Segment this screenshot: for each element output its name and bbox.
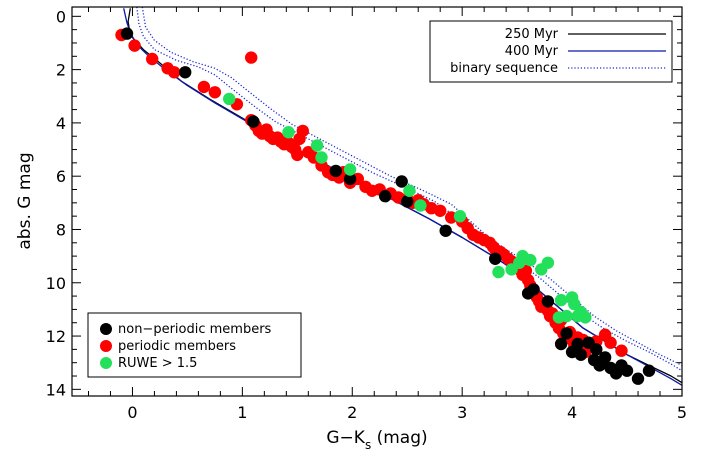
point-non-periodic <box>439 224 452 237</box>
lines-legend: 250 Myr 400 Myr binary sequence <box>429 20 673 83</box>
x-tick-label: 4 <box>567 403 577 422</box>
y-axis-label: abs. G mag <box>15 152 35 249</box>
point-ruwe <box>343 163 357 176</box>
point-non-periodic <box>560 327 573 340</box>
y-tick-label: 8 <box>56 220 66 239</box>
point-ruwe <box>310 139 324 152</box>
legend-label-400myr: 400 Myr <box>505 44 559 59</box>
legend-label-250myr: 250 Myr <box>505 27 559 42</box>
point-non-periodic <box>527 283 540 296</box>
line-binary-sequence-offset <box>141 6 683 366</box>
point-periodic <box>168 66 181 79</box>
point-ruwe <box>579 311 592 324</box>
point-non-periodic <box>541 295 555 308</box>
point-non-periodic <box>620 364 634 377</box>
legend-label-non-periodic: non−periodic members <box>118 322 272 337</box>
x-axis-label: G−Ks (mag) <box>326 428 427 452</box>
x-tick-label: 2 <box>347 403 357 422</box>
x-axis-label-unit: (mag) <box>371 428 427 448</box>
point-non-periodic <box>247 115 260 128</box>
point-non-periodic <box>598 351 612 364</box>
point-periodic <box>434 204 447 217</box>
point-non-periodic <box>329 164 342 178</box>
legend-label-periodic: periodic members <box>118 339 236 354</box>
point-non-periodic <box>642 364 656 377</box>
plot-frame <box>71 6 683 397</box>
point-periodic <box>146 52 159 66</box>
legend-label-ruwe: RUWE > 1.5 <box>118 356 197 371</box>
point-ruwe <box>453 210 467 223</box>
point-ruwe <box>492 265 505 279</box>
point-ruwe <box>524 253 537 267</box>
point-periodic <box>197 80 211 94</box>
y-tick-label: 6 <box>56 167 66 186</box>
point-periodic <box>291 148 304 162</box>
y-tick-label: 14 <box>46 380 66 399</box>
point-ruwe <box>554 293 568 307</box>
point-non-periodic <box>574 348 588 361</box>
point-periodic <box>128 39 141 52</box>
point-ruwe <box>414 199 427 212</box>
point-non-periodic <box>631 372 645 385</box>
x-axis-label-main: G−K <box>326 428 365 448</box>
x-tick-label: 0 <box>127 403 137 422</box>
point-ruwe <box>541 256 555 269</box>
point-ruwe <box>403 184 416 197</box>
point-non-periodic <box>571 337 584 351</box>
point-ruwe <box>223 92 236 106</box>
points-legend-box <box>87 312 302 378</box>
x-tick-label: 1 <box>237 403 247 422</box>
point-non-periodic <box>379 190 392 203</box>
point-non-periodic <box>590 343 603 356</box>
y-tick-label: 0 <box>56 7 66 26</box>
point-ruwe <box>282 126 295 139</box>
x-tick-label: 5 <box>677 403 687 422</box>
point-non-periodic <box>395 175 408 188</box>
legend-marker-periodic <box>100 340 112 352</box>
point-ruwe <box>560 309 573 323</box>
legend-marker-ruwe <box>100 357 112 369</box>
point-periodic <box>615 344 628 357</box>
point-non-periodic <box>120 27 134 40</box>
y-tick-label: 4 <box>56 114 66 133</box>
point-non-periodic <box>554 337 568 351</box>
point-periodic <box>208 86 222 99</box>
legend-marker-non-periodic <box>100 323 112 335</box>
point-non-periodic <box>489 252 502 265</box>
point-ruwe <box>315 151 328 164</box>
points-legend: non−periodic members periodic members RU… <box>87 312 302 378</box>
point-non-periodic <box>401 195 414 208</box>
point-periodic <box>604 336 617 349</box>
y-tick-label: 12 <box>46 327 66 346</box>
point-periodic <box>245 51 258 64</box>
legend-label-binary: binary sequence <box>450 61 558 76</box>
x-axis-label-subscript: s <box>365 438 371 452</box>
x-tick-label: 3 <box>457 403 467 422</box>
y-tick-label: 2 <box>56 61 66 80</box>
point-non-periodic <box>179 66 192 79</box>
y-tick-label: 10 <box>46 274 66 293</box>
point-periodic <box>296 124 309 138</box>
point-non-periodic <box>343 172 357 186</box>
data-points <box>115 27 656 385</box>
